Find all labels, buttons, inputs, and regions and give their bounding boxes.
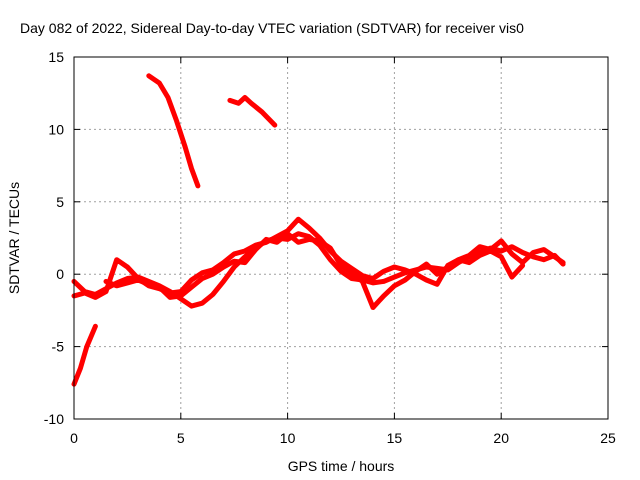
x-tick-label: 10 [280,430,296,446]
y-tick-label: -10 [44,411,64,427]
y-axis-label: SDTVAR / TECUs [6,182,22,294]
x-tick-label: 25 [600,430,616,446]
plot-frame [73,56,609,420]
plot-grid [74,57,608,419]
series-trace-c [103,231,526,310]
x-tick-label: 20 [493,430,509,446]
y-tick-label: 10 [48,121,64,137]
y-axis: -10 -5 0 5 10 15 [44,49,608,427]
y-tick-label: 15 [48,49,64,65]
series-seg-high-mid [227,95,278,128]
y-tick-label: 5 [56,194,64,210]
y-tick-label: -5 [52,339,65,355]
x-axis: 0 5 10 15 20 25 [70,57,616,446]
x-axis-label: GPS time / hours [288,458,395,474]
series-seg-high-descent [146,73,201,189]
x-tick-label: 15 [387,430,403,446]
series-trace-a [71,231,566,309]
x-tick-label: 5 [177,430,185,446]
plot-series [71,73,566,387]
y-tick-label: 0 [56,266,64,282]
x-tick-label: 0 [70,430,78,446]
chart-title: Day 082 of 2022, Sidereal Day-to-day VTE… [20,20,524,36]
series-seg-low-left [71,323,98,387]
